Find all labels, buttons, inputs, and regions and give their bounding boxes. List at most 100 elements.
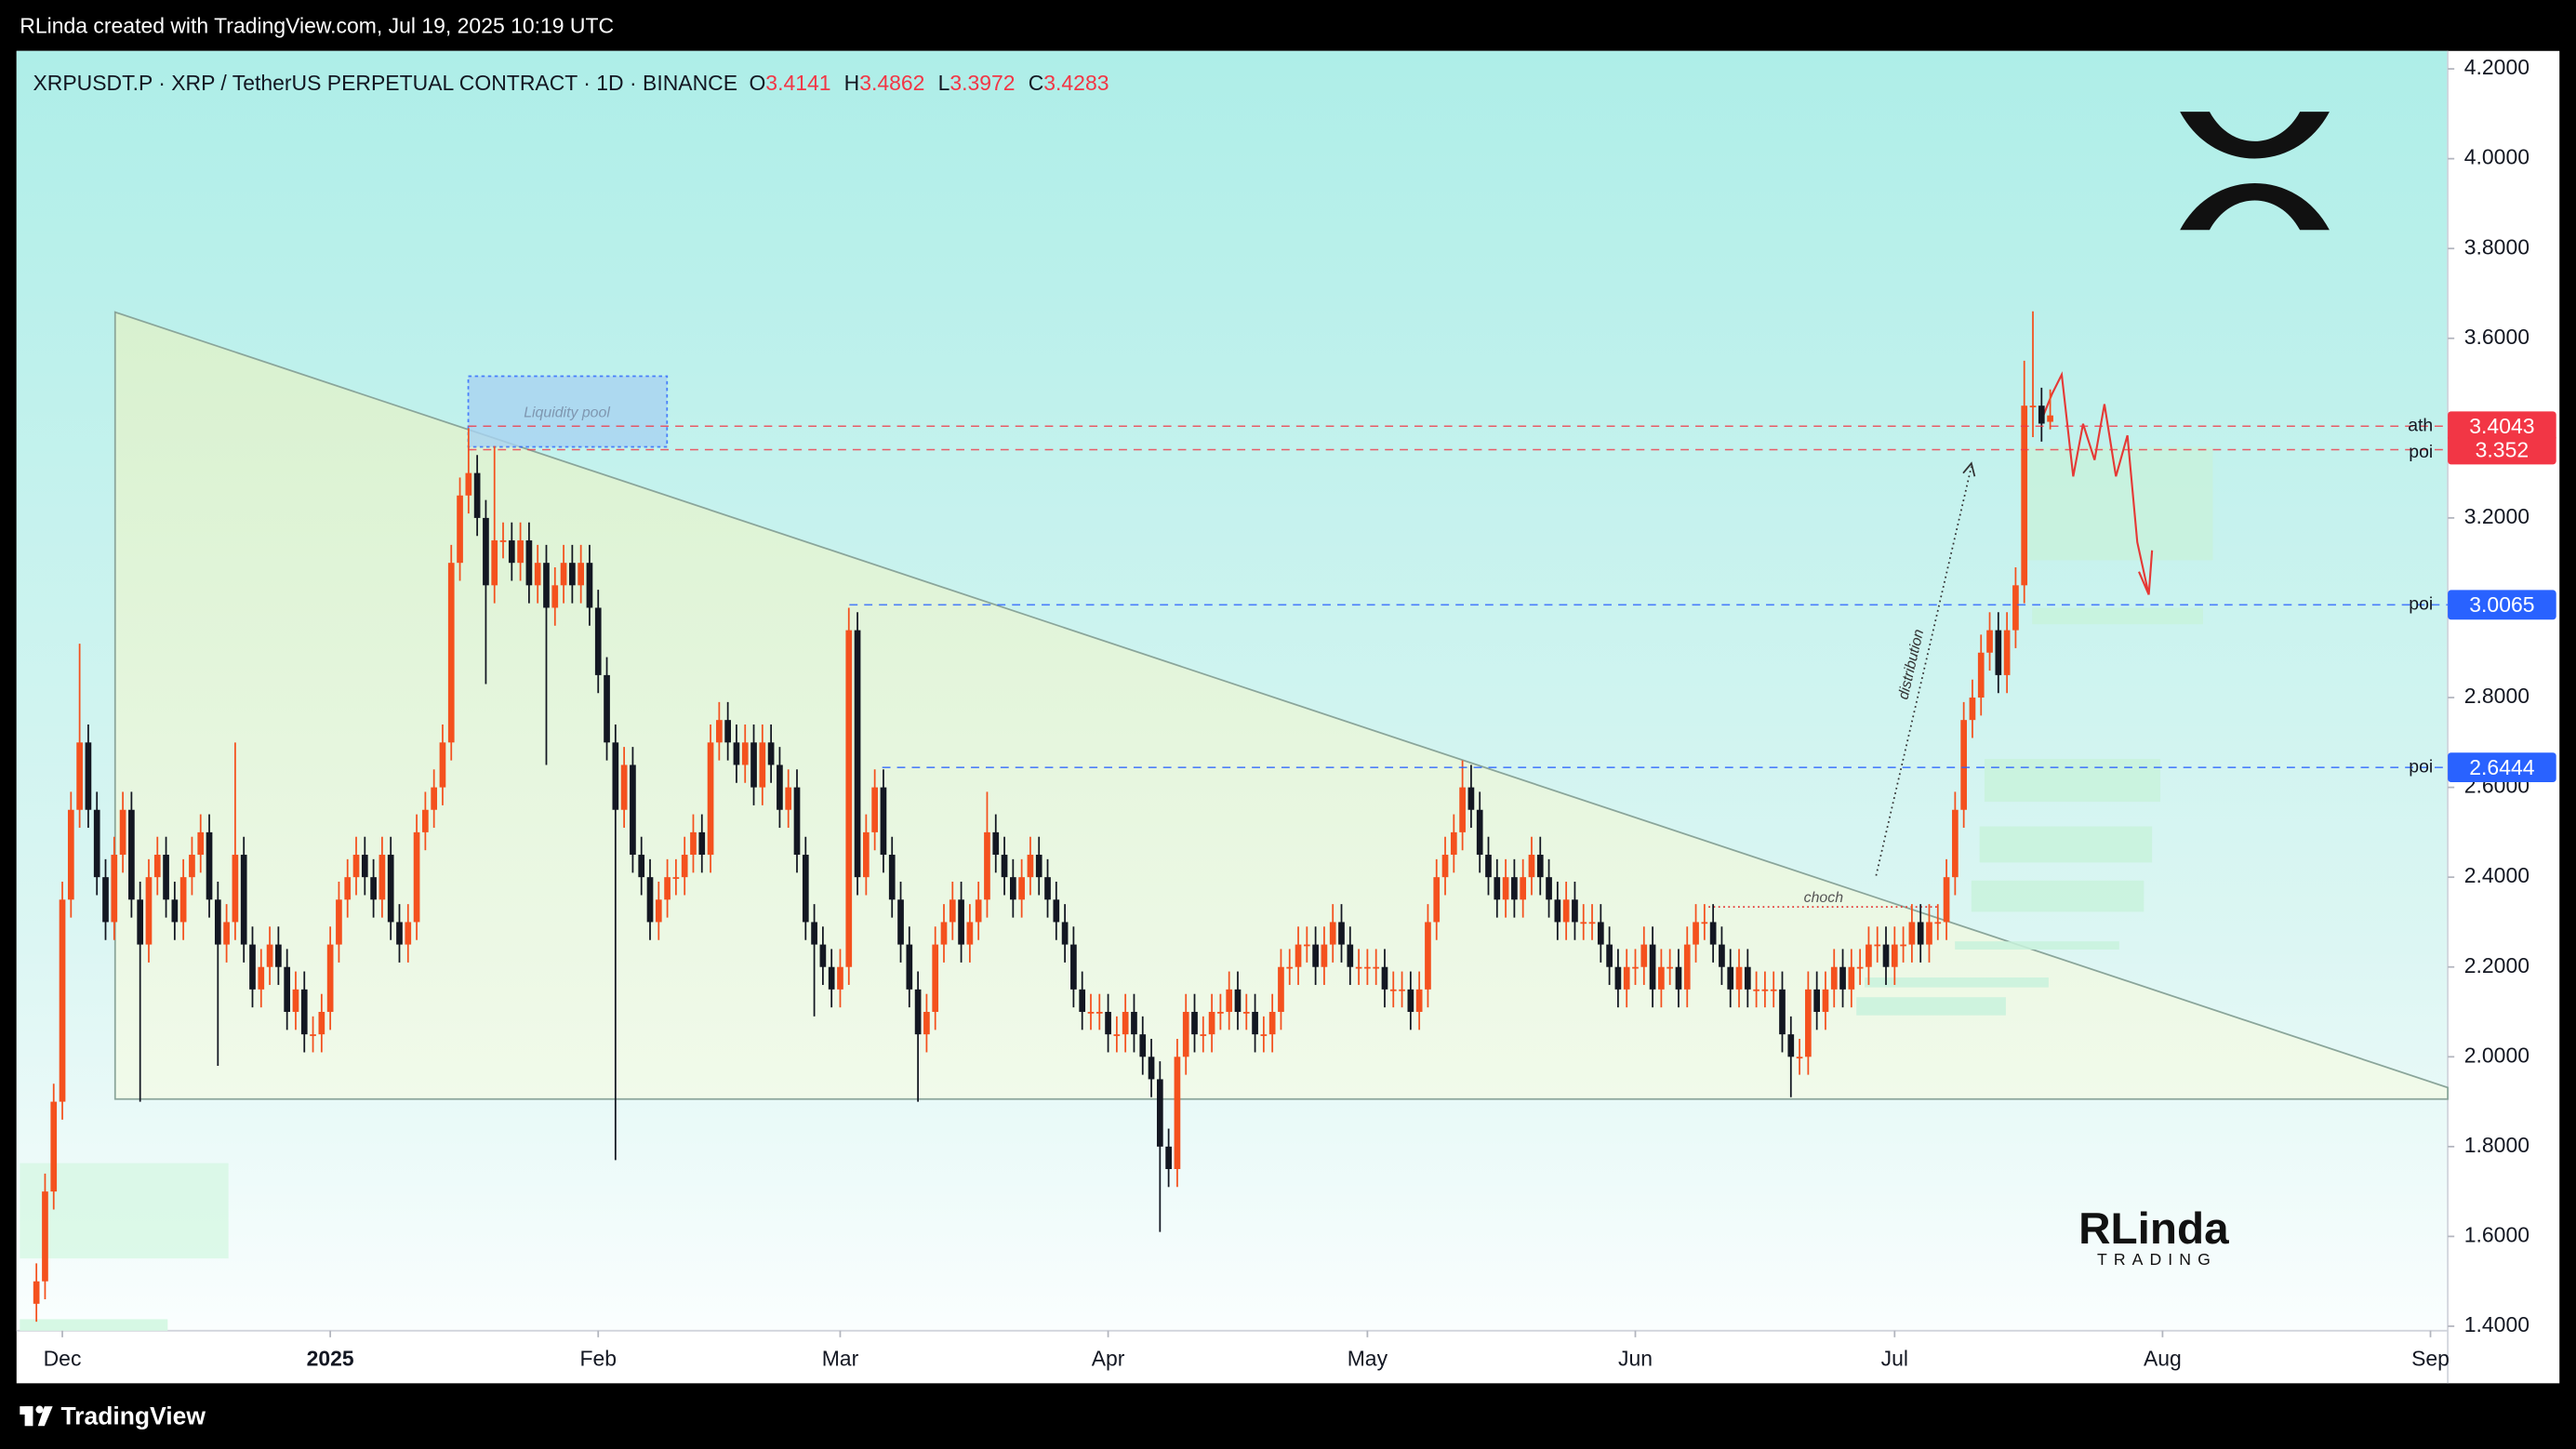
candle-body [1182,1012,1189,1057]
candle-body [1433,877,1441,923]
y-tick-label: 4.0000 [2464,145,2530,169]
x-tick-label: Feb [579,1347,617,1371]
candle-body [292,989,299,1013]
candle-body [1856,966,1864,969]
candle-body [1494,877,1501,900]
candle-body [1546,877,1552,900]
candle-body [1139,1034,1147,1057]
candle-body [750,742,757,788]
candle-body [318,1012,325,1035]
candle-body [1770,989,1777,991]
candle-body [1399,989,1405,991]
logo-name: RLinda [2078,1204,2229,1254]
candle-body [1900,944,1906,947]
candle-body [2021,405,2028,586]
candle-body [361,855,368,878]
candle-body [1813,989,1821,1013]
candle-body [457,495,463,564]
candle-body [1805,989,1812,1057]
candle-body [612,742,619,810]
candle-body [932,944,939,1013]
candle-body [1874,944,1881,947]
zone [2020,446,2213,561]
candle-body [966,922,974,945]
candle-body [1926,922,1932,945]
candle-body [1943,877,1950,923]
candle-body [422,809,429,832]
candle-body [326,944,334,1013]
footer-brand[interactable]: TradingView [60,1402,206,1430]
candle-body [1588,922,1596,924]
x-tick-label: Jun [1618,1347,1653,1371]
candle-body [1035,855,1042,878]
level-name: poi [2409,756,2433,777]
candle-body [1373,966,1380,969]
ohlc-label: C [1029,71,1044,95]
x-tick-label: Aug [2144,1347,2182,1371]
candle-body [1226,989,1233,1013]
candle-body [1329,922,1336,945]
ohlc-label: L [938,71,950,95]
candle-body [1977,652,1985,698]
tv-logo-part [24,1406,33,1427]
candle-body [517,540,524,564]
y-tick-label: 1.6000 [2464,1222,2530,1246]
candle-body [604,674,610,743]
candle-body [491,540,498,586]
candle-body [42,1191,48,1282]
candle-body [1952,809,1959,878]
candle-body [845,630,853,967]
candle-body [1286,966,1294,969]
candle-body [413,831,420,923]
candle-body [93,809,100,878]
candle-body [1839,966,1846,990]
candle-body [525,540,533,586]
candle-body [153,855,161,878]
candle-body [707,742,714,856]
candle-body [2029,405,2037,407]
candle-body [655,899,662,923]
candle-body [1061,922,1069,945]
candle-body [1381,966,1388,990]
candle-body [1113,1034,1121,1036]
level-name: poi [2409,593,2433,614]
candle-body [370,877,377,900]
candle-body [1001,855,1008,878]
candle-body [344,877,352,900]
candle-body [1562,899,1570,923]
candle-body [76,742,83,810]
ohlc-value: 3.4283 [1043,71,1109,95]
candle-body [958,899,964,945]
candle-body [473,472,481,518]
candle-body [594,607,602,675]
distribution-arrow [1875,466,1972,876]
candle-body [266,944,273,967]
candle-body [1268,1012,1276,1035]
tv-logo-part [35,1405,44,1414]
candle-body [1606,944,1613,967]
candle-body [741,742,749,765]
candle-body [828,966,835,990]
level-price-box [2448,411,2556,442]
candle-body [1554,899,1561,923]
projection-path [2040,371,2154,595]
candle-body [2003,630,2011,675]
candle-body [984,831,990,900]
candle-body [777,764,783,810]
candle-body [871,787,878,832]
candle-body [1917,922,1924,945]
candle-body [1830,966,1838,990]
y-tick-label: 3.2000 [2464,504,2530,528]
candle-body [880,787,887,856]
candle-body [1165,1146,1172,1169]
candle-body [1796,1057,1803,1059]
candle-body [102,877,109,923]
candle-body [802,855,809,923]
ohlc-value: 3.3972 [949,71,1015,95]
y-tick-label: 1.8000 [2464,1133,2530,1157]
liquidity-pool-label: Liquidity pool [524,405,610,421]
candle-body [1278,966,1284,1013]
candle-body [1148,1057,1155,1080]
candle-body [1666,966,1674,969]
candle-body [716,720,723,743]
